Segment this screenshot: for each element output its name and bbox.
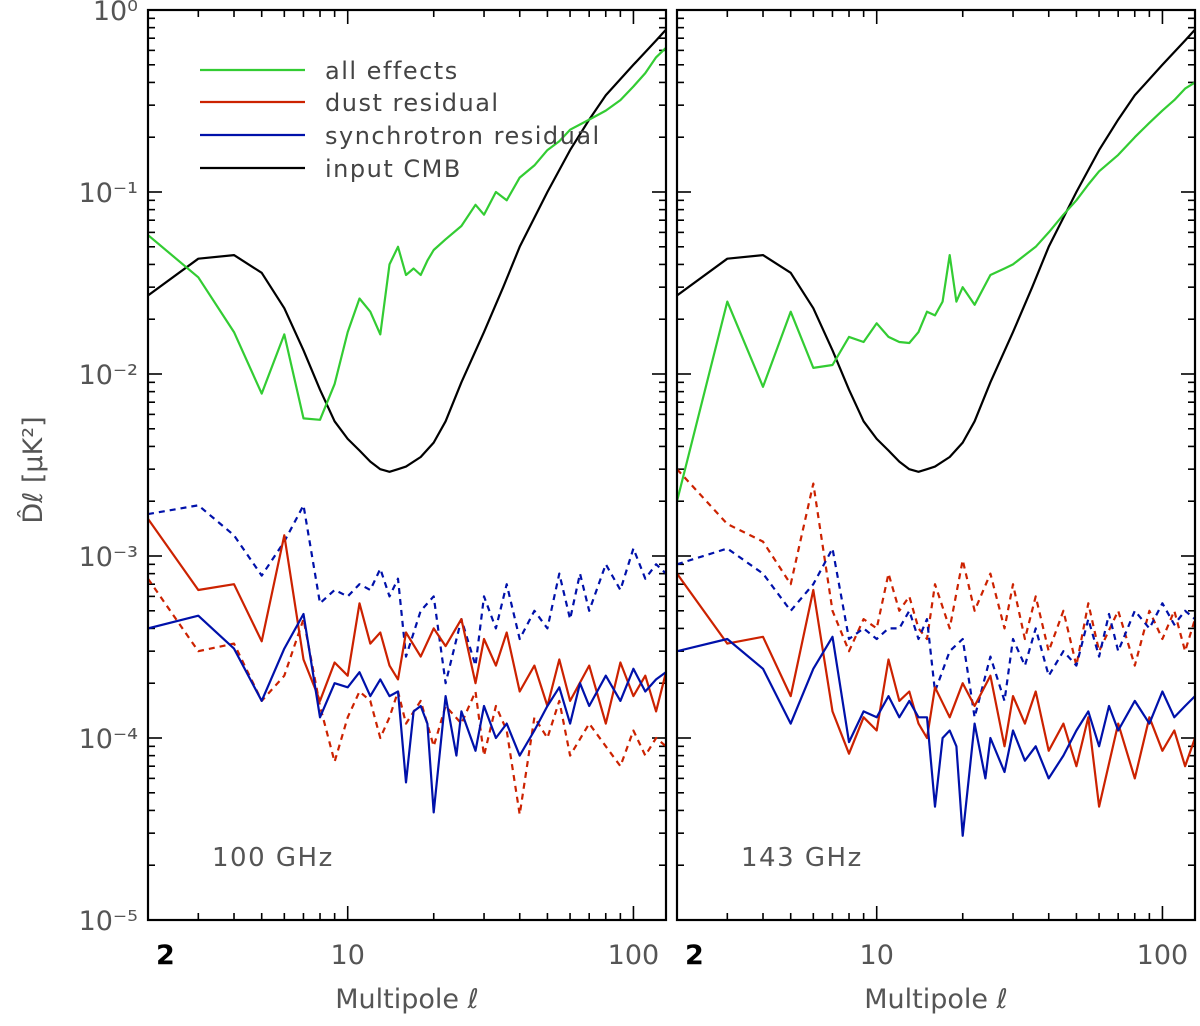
panel-1: 2 10 100 Multipole ℓ 10⁻⁵ 10⁻⁴ 10⁻³ 10⁻² 10⁻¹ 10⁰…: [79, 0, 668, 1015]
series-line-synchrotron-residual: [148, 612, 666, 814]
plot-frame-2: [675, 8, 1197, 922]
y-tick-label: 10⁻¹: [79, 178, 138, 209]
x-tick-label: 10: [331, 940, 365, 971]
series-line-dashed-4-dashed: [677, 547, 1195, 719]
legend-label: input CMB: [325, 155, 462, 183]
series-line-dashed-5-dashed: [677, 468, 1195, 667]
legend-label: dust residual: [325, 89, 500, 117]
y-tick-label: 10⁰: [93, 0, 138, 27]
legend-label: all effects: [325, 57, 459, 85]
legend: all effects dust residual synchrotron resi…: [200, 57, 601, 183]
x-tick-label: 100: [1137, 940, 1189, 971]
panel-label: 100 GHz: [212, 843, 334, 873]
series-line-dust-residual: [677, 572, 1195, 808]
x-axis-label: Multipole ℓ: [335, 984, 479, 1015]
series-line-all-effects: [677, 81, 1195, 502]
series-line-input-CMB: [677, 28, 1195, 473]
legend-label: synchrotron residual: [325, 122, 601, 150]
y-tick-label: 10⁻⁴: [79, 724, 138, 755]
panel-label: 143 GHz: [741, 843, 863, 873]
x-tick-label: 2: [156, 940, 175, 971]
y-axis-label: D̂ℓ [μK²]: [17, 416, 49, 523]
series-line-input-CMB: [148, 28, 666, 473]
series-line-dashed-4-dashed: [148, 504, 666, 685]
y-tick-label: 10⁻²: [79, 360, 138, 391]
x-tick-label: 100: [608, 940, 660, 971]
panel-2: 2 10 100 Multipole ℓ 143 GHz: [675, 8, 1197, 1015]
ticks-1: [148, 9, 666, 921]
series-line-dust-residual: [148, 518, 666, 725]
x-axis-label: Multipole ℓ: [864, 984, 1008, 1015]
plot-frame-1: [146, 8, 668, 922]
x-tick-label: 10: [860, 940, 894, 971]
series-line-synchrotron-residual: [677, 635, 1195, 837]
series-line-all-effects: [148, 47, 666, 421]
y-tick-label: 10⁻³: [79, 542, 138, 573]
y-tick-label: 10⁻⁵: [79, 906, 138, 937]
x-tick-label: 2: [685, 940, 704, 971]
series-group-1: [148, 28, 666, 816]
series-group-2: [677, 28, 1195, 837]
